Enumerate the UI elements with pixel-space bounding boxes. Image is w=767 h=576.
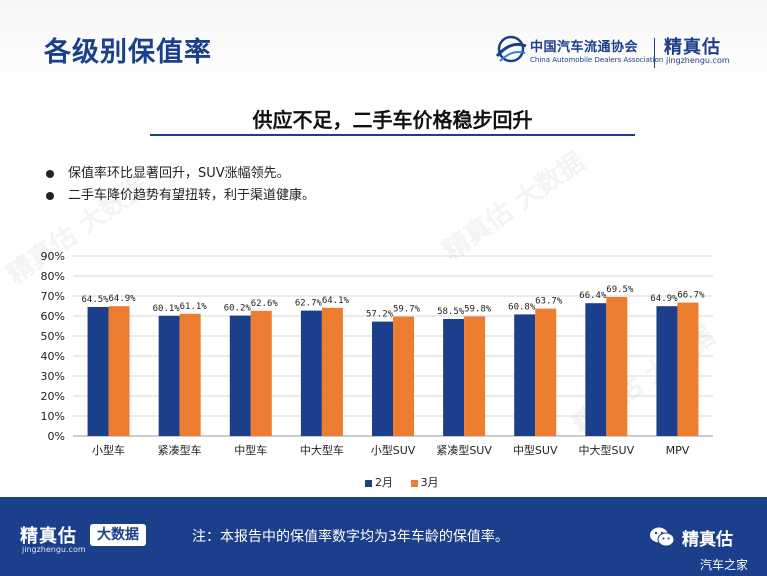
data-label: 64.5%	[82, 295, 110, 305]
bar-feb	[229, 315, 251, 436]
bullet-dot-icon	[46, 192, 54, 200]
bar-feb	[443, 319, 465, 436]
data-label: 58.5%	[437, 307, 465, 317]
data-label: 62.6%	[251, 299, 279, 309]
bar-feb	[158, 315, 180, 436]
footer-brand: 精真估	[682, 530, 733, 550]
bar-chart: 0%10%20%30%40%50%60%70%80%90%64.5% 64.9%小…	[41, 250, 713, 457]
footer-logo: 精真估	[20, 526, 77, 547]
data-label: 66.4%	[579, 291, 607, 301]
data-label: 63.7%	[535, 297, 563, 307]
cada-name-en: China Automobile Dealers Association	[530, 56, 664, 64]
y-tick-label: 30%	[41, 370, 65, 383]
data-label: 64.1%	[322, 296, 350, 306]
x-tick-label: 小型车	[92, 443, 125, 457]
page-title: 各级别保值率	[44, 37, 212, 68]
y-tick-label: 20%	[41, 390, 65, 403]
bar-feb	[372, 321, 393, 436]
bar-feb	[585, 303, 607, 436]
x-tick-label: 中型SUV	[513, 443, 558, 457]
x-tick-label: 小型SUV	[371, 443, 416, 457]
jzg-logo: 精真估	[664, 37, 721, 58]
x-tick-label: 紧凑型车	[158, 443, 202, 457]
legend-swatch-mar	[410, 479, 418, 487]
data-label: 59.8%	[464, 304, 492, 314]
cada-emblem-icon	[495, 35, 527, 63]
bar-mar	[321, 307, 343, 436]
bar-mar	[606, 297, 628, 436]
data-label: 69.5%	[606, 285, 634, 295]
bar-mar	[464, 316, 486, 436]
data-label: 61.1%	[180, 302, 208, 312]
logo-divider	[654, 38, 655, 68]
y-tick-label: 70%	[41, 290, 65, 303]
bullet-text: 保值率环比显著回升，SUV涨幅领先。	[68, 166, 290, 181]
bar-feb	[300, 310, 322, 436]
jzg-url: jingzhengu.com	[666, 56, 730, 65]
bar-feb	[87, 307, 109, 436]
data-label: 66.7%	[677, 291, 705, 301]
legend-swatch-feb	[365, 479, 372, 487]
y-tick-label: 0%	[48, 430, 65, 443]
y-tick-label: 50%	[41, 330, 65, 343]
bullet-dot-icon	[46, 170, 54, 178]
y-tick-label: 80%	[41, 270, 65, 283]
cada-name: 中国汽车流通协会	[530, 40, 639, 55]
footer-bar: 精真估 jingzhengu.com 大数据 注：本报告中的保值率数字均为3年车…	[0, 497, 767, 576]
data-label: 64.9%	[650, 294, 678, 304]
x-tick-label: MPV	[666, 444, 690, 457]
bullet-item: 二手车降价趋势有望扭转，利于渠道健康。	[44, 185, 315, 207]
data-label: 60.8%	[508, 302, 536, 312]
footer-url: jingzhengu.com	[22, 545, 86, 554]
x-tick-label: 中型车	[234, 443, 267, 457]
source-watermark: 汽车之家	[700, 558, 749, 572]
bullet-item: 保值率环比显著回升，SUV涨幅领先。	[44, 163, 315, 185]
legend-label: 2月	[375, 476, 393, 489]
chart-legend: 2月 3月	[365, 474, 453, 490]
bullet-text: 二手车降价趋势有望扭转，利于渠道健康。	[68, 188, 316, 203]
data-label: 60.1%	[153, 304, 181, 314]
data-label: 57.2%	[366, 310, 394, 320]
y-tick-label: 40%	[41, 350, 65, 363]
y-tick-label: 60%	[41, 310, 65, 323]
bar-mar	[393, 316, 414, 436]
bar-feb	[514, 314, 536, 436]
bigdata-badge: 大数据	[90, 524, 146, 546]
wechat-icon	[650, 527, 675, 547]
y-tick-label: 10%	[41, 410, 65, 423]
x-tick-label: 紧凑型SUV	[436, 443, 492, 457]
data-label: 59.7%	[393, 305, 421, 315]
data-label: 60.2%	[224, 304, 252, 314]
bar-mar	[535, 308, 557, 436]
y-tick-label: 90%	[41, 250, 65, 263]
legend-label: 3月	[420, 476, 439, 489]
bar-mar	[677, 302, 699, 436]
legend-item: 2月	[365, 474, 393, 490]
bar-mar	[179, 313, 201, 436]
header-logo: 中国汽车流通协会 China Automobile Dealers Associ…	[494, 34, 744, 74]
bar-mar	[250, 310, 272, 436]
data-label: 64.9%	[109, 294, 137, 304]
data-label: 62.7%	[295, 299, 323, 309]
bar-feb	[656, 306, 678, 436]
x-tick-label: 中大型车	[300, 443, 344, 457]
chart-subtitle: 供应不足，二手车价格稳步回升	[252, 108, 533, 132]
header-band	[0, 0, 767, 88]
legend-item: 3月	[410, 474, 439, 490]
subtitle-underline	[150, 134, 635, 136]
bar-mar	[108, 306, 130, 436]
bullet-list: 保值率环比显著回升，SUV涨幅领先。 二手车降价趋势有望扭转，利于渠道健康。	[44, 163, 315, 207]
footer-note: 注：本报告中的保值率数字均为3年车龄的保值率。	[192, 529, 509, 545]
x-tick-label: 中大型SUV	[579, 443, 635, 457]
